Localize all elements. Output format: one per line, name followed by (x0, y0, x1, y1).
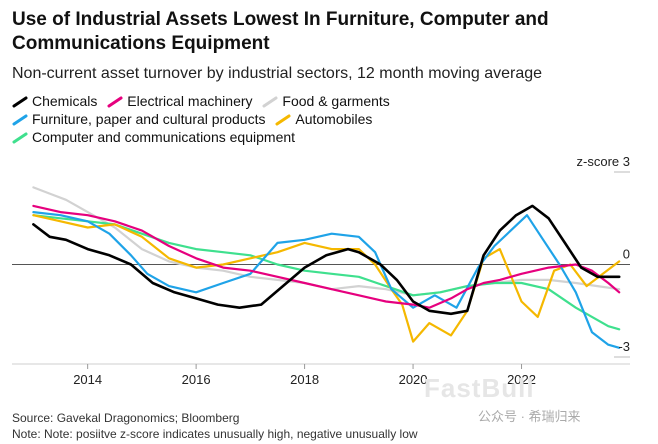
legend-label-food-garments: Food & garments (282, 93, 390, 109)
watermark-logo: FastBull (424, 373, 535, 403)
legend-label-computer-communications: Computer and communications equipment (32, 129, 296, 145)
chart-series (32, 186, 621, 349)
chart-legend: Chemicals Electrical machinery Food & ga… (12, 92, 642, 146)
chart-grid (12, 171, 630, 369)
series-line-furniture-paper-and-cultural-products (32, 210, 621, 349)
line-chart: z-score 3 0 -3 2014 2016 2018 2020 2022 (12, 154, 630, 387)
legend-swatch-chemicals (12, 96, 28, 108)
y-tick-label: -3 (618, 339, 630, 354)
legend-swatch-furniture (12, 114, 28, 126)
legend-label-furniture: Furniture, paper and cultural products (32, 111, 266, 127)
chart-subtitle: Non-current asset turnover by industrial… (12, 65, 543, 82)
legend-swatch-food-garments (262, 96, 278, 108)
source-note: Source: Gavekal Dragonomics; Bloomberg (12, 411, 240, 425)
legend-item-food-garments: Food & garments (262, 92, 390, 110)
series-line-chemicals (32, 204, 621, 316)
chart-title: Use of Industrial Assets Lowest In Furni… (12, 9, 549, 54)
footnote: Note: Note: posiitve z-score indicates u… (12, 427, 418, 441)
series-line-computer-and-communications-equipment (32, 214, 621, 331)
legend-label-chemicals: Chemicals (32, 93, 98, 109)
x-tick-label: 2016 (182, 372, 211, 387)
legend-item-electrical-machinery: Electrical machinery (107, 92, 253, 110)
legend-swatch-computer-communications (12, 132, 28, 144)
legend-row-3: Computer and communications equipment (12, 128, 642, 146)
x-tick-label: 2022 (507, 372, 536, 387)
y-tick-label: z-score 3 (577, 154, 630, 169)
legend-item-computer-communications: Computer and communications equipment (12, 128, 295, 146)
legend-swatch-electrical-machinery (107, 96, 123, 108)
series-line-food-garments (32, 186, 621, 297)
wechat-account-label: 公众号 · 希瑞归来 (478, 409, 581, 424)
legend-item-chemicals: Chemicals (12, 92, 97, 110)
legend-swatch-automobiles (275, 114, 291, 126)
legend-row-2: Furniture, paper and cultural products A… (12, 110, 642, 128)
x-tick-label: 2014 (73, 372, 102, 387)
series-line-electrical-machinery (32, 204, 621, 309)
x-tick-label: 2018 (290, 372, 319, 387)
legend-label-electrical-machinery: Electrical machinery (127, 93, 253, 109)
chart-axis-labels: z-score 3 0 -3 2014 2016 2018 2020 2022 (73, 154, 630, 387)
x-tick-label: 2020 (399, 372, 428, 387)
y-tick-label: 0 (623, 247, 630, 262)
legend-row-1: Chemicals Electrical machinery Food & ga… (12, 92, 642, 110)
legend-label-automobiles: Automobiles (295, 111, 373, 127)
legend-item-automobiles: Automobiles (275, 110, 372, 128)
legend-item-furniture: Furniture, paper and cultural products (12, 110, 265, 128)
